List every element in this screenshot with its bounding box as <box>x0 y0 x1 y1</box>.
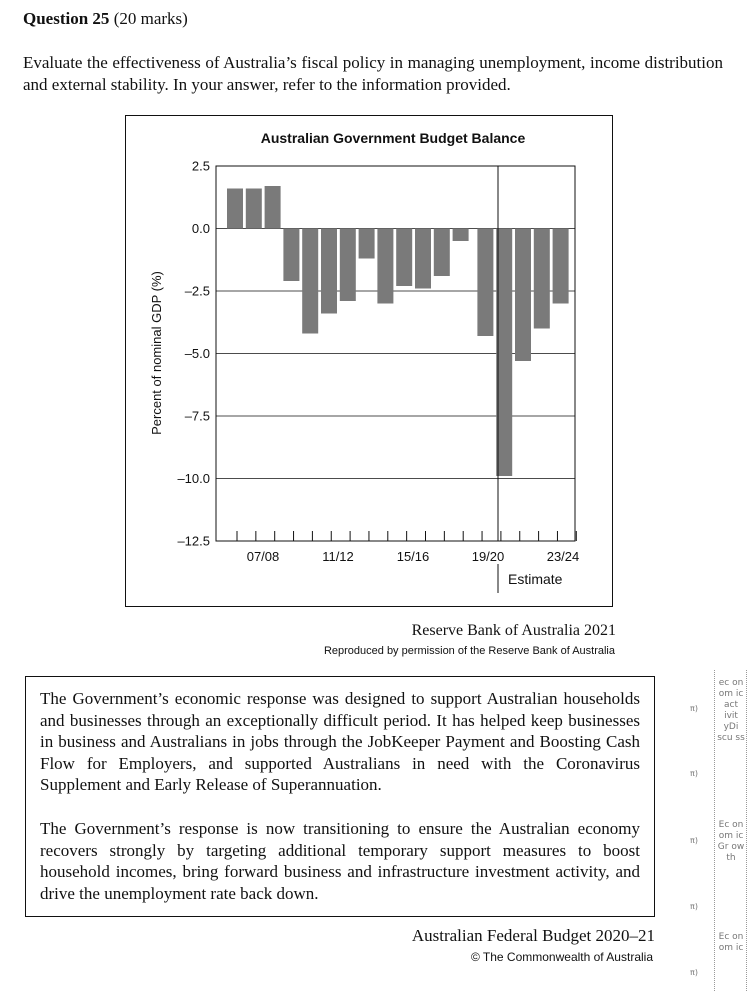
bar <box>227 188 243 229</box>
margin-note: Ec on om ic <box>718 932 744 953</box>
bar <box>477 228 494 336</box>
x-tick-label: 19/20 <box>472 549 505 564</box>
estimate-label: Estimate <box>508 571 563 587</box>
x-tick-label: 23/24 <box>547 549 580 564</box>
chart-source: Reserve Bank of Australia 2021 <box>411 622 616 639</box>
margin-mark: π) <box>690 902 698 911</box>
y-tick-label: –7.5 <box>185 409 210 424</box>
margin-mark: π) <box>690 836 698 845</box>
y-tick-label: –5.0 <box>185 346 210 361</box>
y-tick-label: –10.0 <box>177 471 210 486</box>
x-tick-label: 15/16 <box>397 549 430 564</box>
bar <box>515 228 531 361</box>
bar <box>264 186 281 229</box>
bar <box>283 228 300 281</box>
margin-mark: π) <box>690 968 698 977</box>
y-tick-label: 0.0 <box>192 221 210 236</box>
y-axis-label: Percent of nominal GDP (%) <box>149 271 164 435</box>
bar <box>415 228 431 289</box>
chart-svg: Australian Government Budget Balance Per… <box>149 130 580 593</box>
bar <box>452 228 469 241</box>
margin-mark: π) <box>690 704 698 713</box>
chart-permission: Reproduced by permission of the Reserve … <box>323 645 615 657</box>
bar <box>396 228 413 286</box>
y-tick-label: –2.5 <box>185 284 210 299</box>
question-heading: Question 25 (20 marks) <box>23 9 188 29</box>
bar <box>358 228 375 259</box>
margin-mark: π) <box>690 769 698 778</box>
chart-title: Australian Government Budget Balance <box>261 130 526 146</box>
bar <box>377 228 394 304</box>
axes: 2.5 0.0 –2.5 –5.0 –7.5 –10.0 –12.5 Estimate 07/0… <box>177 159 580 593</box>
margin-divider <box>746 670 747 991</box>
bar <box>245 188 262 229</box>
y-tick-label: 2.5 <box>192 159 210 174</box>
quote-copyright: © The Commonwealth of Australia <box>470 950 653 964</box>
bar <box>552 228 569 304</box>
bar <box>433 228 450 276</box>
bars <box>227 186 569 476</box>
quote-source: Australian Federal Budget 2020–21 <box>411 926 655 945</box>
margin-note: Ec on om ic Gr ow th <box>717 820 745 863</box>
question-marks: (20 marks) <box>113 9 188 28</box>
question-prompt: Evaluate the effectiveness of Australia’… <box>23 53 723 94</box>
bar <box>321 228 337 314</box>
margin-annotations: π) π) π) π) π) ec on om ic act ivit yDi … <box>684 670 753 991</box>
quote-paragraph-1: The Government’s economic response was d… <box>40 689 640 794</box>
bar <box>302 228 319 334</box>
x-tick-label: 07/08 <box>247 549 280 564</box>
x-tick-label: 11/12 <box>322 549 354 564</box>
bar <box>339 228 356 301</box>
bar <box>496 228 513 476</box>
y-tick-label: –12.5 <box>177 534 210 549</box>
question-number: Question 25 <box>23 9 110 28</box>
bar <box>533 228 550 329</box>
budget-quote-box: The Government’s economic response was d… <box>25 676 655 917</box>
margin-note: ec on om ic act ivit yDi scu ss <box>717 678 745 743</box>
budget-balance-chart: Australian Government Budget Balance Per… <box>125 115 613 607</box>
margin-divider <box>714 670 715 991</box>
quote-paragraph-2: The Government’s response is now transit… <box>40 819 640 903</box>
